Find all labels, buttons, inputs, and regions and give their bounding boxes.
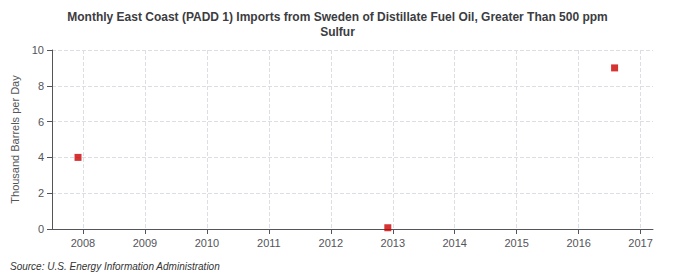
svg-text:2009: 2009 bbox=[133, 237, 157, 249]
svg-text:2011: 2011 bbox=[257, 237, 281, 249]
svg-text:Source: U.S. Energy Informatio: Source: U.S. Energy Information Administ… bbox=[10, 261, 220, 272]
svg-text:2010: 2010 bbox=[195, 237, 219, 249]
svg-text:Thousand Barrels per Day: Thousand Barrels per Day bbox=[9, 75, 21, 204]
svg-text:2017: 2017 bbox=[628, 237, 652, 249]
svg-text:2012: 2012 bbox=[319, 237, 343, 249]
svg-text:6: 6 bbox=[38, 116, 44, 128]
svg-text:2013: 2013 bbox=[381, 237, 405, 249]
svg-text:2: 2 bbox=[38, 187, 44, 199]
svg-text:Sulfur: Sulfur bbox=[320, 25, 355, 39]
svg-text:4: 4 bbox=[38, 151, 44, 163]
svg-text:8: 8 bbox=[38, 80, 44, 92]
svg-text:2008: 2008 bbox=[71, 237, 95, 249]
svg-text:0: 0 bbox=[38, 223, 44, 235]
svg-text:10: 10 bbox=[32, 44, 44, 56]
svg-text:2016: 2016 bbox=[566, 237, 590, 249]
svg-text:2015: 2015 bbox=[504, 237, 528, 249]
svg-text:Monthly East Coast (PADD 1) Im: Monthly East Coast (PADD 1) Imports from… bbox=[67, 10, 608, 24]
svg-text:2014: 2014 bbox=[442, 237, 466, 249]
